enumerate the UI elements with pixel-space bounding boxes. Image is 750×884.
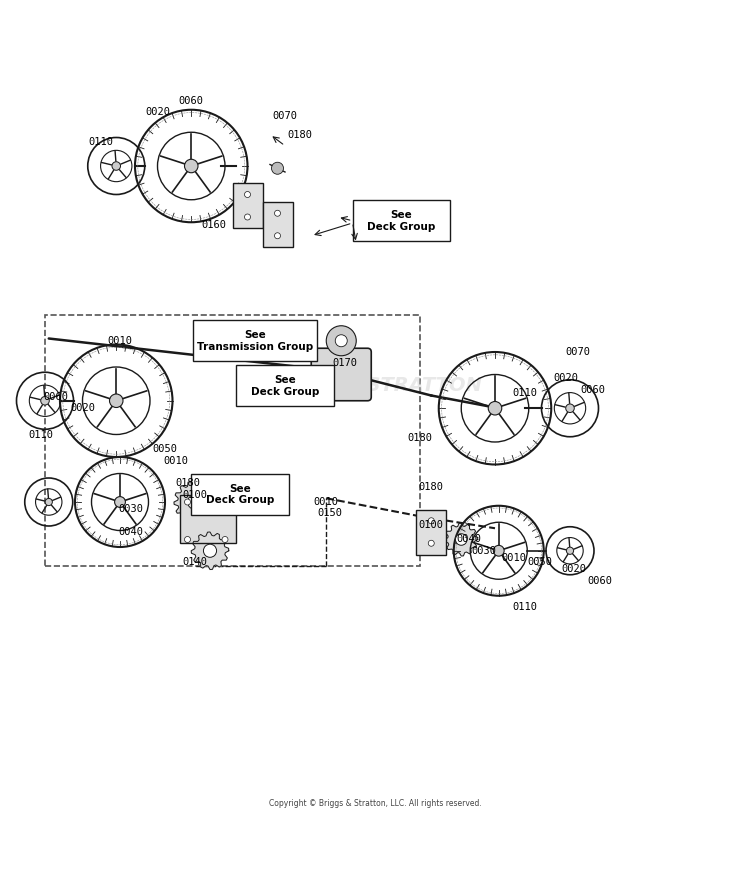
Bar <box>232 183 262 228</box>
Text: 0040: 0040 <box>456 535 482 545</box>
FancyBboxPatch shape <box>311 348 371 400</box>
Text: 0060: 0060 <box>178 95 204 106</box>
Text: 0180: 0180 <box>287 129 313 140</box>
Bar <box>180 494 236 544</box>
Text: 0160: 0160 <box>201 219 226 230</box>
Polygon shape <box>191 532 229 569</box>
FancyBboxPatch shape <box>191 474 289 515</box>
Text: 0030: 0030 <box>118 505 144 514</box>
Circle shape <box>188 495 202 509</box>
Text: 0060: 0060 <box>580 385 605 394</box>
Circle shape <box>112 162 121 171</box>
Circle shape <box>488 401 502 415</box>
Circle shape <box>184 537 190 543</box>
Bar <box>262 202 292 247</box>
Circle shape <box>110 394 123 408</box>
Text: 0020: 0020 <box>561 565 586 575</box>
Text: 0050: 0050 <box>152 445 178 454</box>
Text: 0070: 0070 <box>272 110 298 121</box>
Circle shape <box>203 545 217 557</box>
Circle shape <box>566 404 574 413</box>
Text: See
Deck Group: See Deck Group <box>367 210 436 232</box>
Text: BRIGGS+STRATTON: BRIGGS+STRATTON <box>268 377 482 395</box>
Text: 0010: 0010 <box>314 497 339 507</box>
Text: See
Deck Group: See Deck Group <box>251 375 320 397</box>
Text: 0180: 0180 <box>175 478 200 488</box>
Text: 0180: 0180 <box>407 433 433 443</box>
Text: 0060: 0060 <box>44 392 69 402</box>
Text: See
Transmission Group: See Transmission Group <box>196 330 314 352</box>
FancyBboxPatch shape <box>236 365 334 407</box>
Text: 0110: 0110 <box>512 388 538 399</box>
Circle shape <box>184 499 190 505</box>
Text: 0150: 0150 <box>317 508 343 518</box>
Text: 0040: 0040 <box>118 527 144 537</box>
Circle shape <box>274 210 280 217</box>
Polygon shape <box>174 481 216 522</box>
Bar <box>45 315 420 566</box>
Circle shape <box>455 534 467 545</box>
Text: 0110: 0110 <box>512 602 538 612</box>
Text: 0010: 0010 <box>107 336 133 346</box>
Text: 0060: 0060 <box>587 575 613 586</box>
Text: 0010: 0010 <box>164 456 189 466</box>
Circle shape <box>244 192 250 197</box>
Circle shape <box>115 497 125 507</box>
FancyBboxPatch shape <box>194 320 316 362</box>
Circle shape <box>274 232 280 239</box>
Text: 0020: 0020 <box>70 403 95 413</box>
Circle shape <box>45 499 53 506</box>
Circle shape <box>244 214 250 220</box>
Circle shape <box>222 499 228 505</box>
Circle shape <box>40 397 50 405</box>
Circle shape <box>494 545 504 556</box>
Text: 0030: 0030 <box>471 545 496 556</box>
Text: 0020: 0020 <box>145 107 170 117</box>
Polygon shape <box>445 523 478 556</box>
Text: 0050: 0050 <box>527 557 553 567</box>
Text: 0110: 0110 <box>28 430 54 439</box>
Text: 0140: 0140 <box>182 557 208 567</box>
Circle shape <box>222 537 228 543</box>
Text: 0010: 0010 <box>501 553 526 563</box>
Text: 0100: 0100 <box>182 490 208 499</box>
FancyBboxPatch shape <box>352 200 450 241</box>
Circle shape <box>335 335 347 347</box>
Circle shape <box>272 163 284 174</box>
Circle shape <box>326 325 356 355</box>
Text: 0180: 0180 <box>419 482 444 492</box>
Circle shape <box>428 540 434 546</box>
Text: See
Deck Group: See Deck Group <box>206 484 274 506</box>
Circle shape <box>566 547 574 554</box>
Text: 0110: 0110 <box>88 137 114 147</box>
Text: 0170: 0170 <box>332 358 358 369</box>
Circle shape <box>428 518 434 523</box>
Bar <box>416 509 446 554</box>
Text: Copyright © Briggs & Stratton, LLC. All rights reserved.: Copyright © Briggs & Stratton, LLC. All … <box>268 799 482 808</box>
Circle shape <box>184 159 198 172</box>
Text: 0100: 0100 <box>419 520 444 530</box>
Text: 0020: 0020 <box>554 373 579 384</box>
Text: 0070: 0070 <box>565 347 590 357</box>
